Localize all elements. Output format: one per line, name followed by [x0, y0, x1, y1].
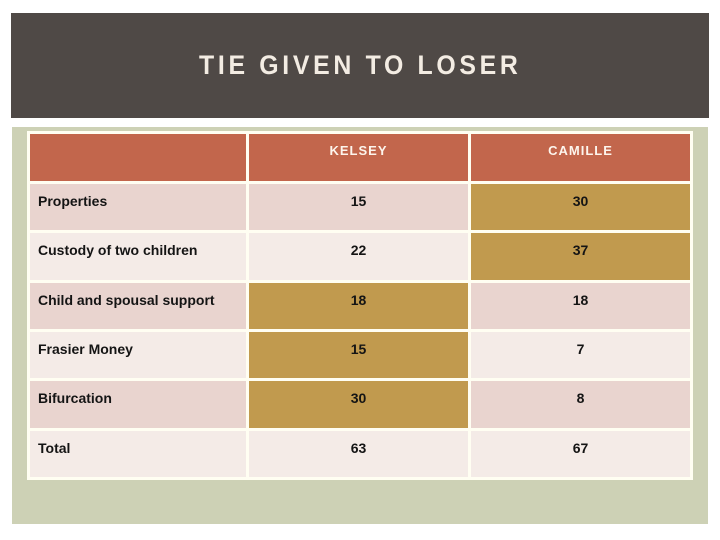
table-row: Child and spousal support 18 18: [30, 282, 690, 329]
corner-header-cell: [30, 134, 246, 181]
table-header-row: KELSEY CAMILLE: [30, 134, 690, 181]
kelsey-value-cell: 63: [249, 430, 468, 477]
row-label-frasier-money: Frasier Money: [30, 331, 246, 379]
table-row: Custody of two children 22 37: [30, 233, 690, 280]
scores-table: KELSEY CAMILLE Properties 15 30 Custody …: [27, 131, 693, 480]
row-label-total: Total: [30, 430, 246, 477]
camille-value-cell: 67: [471, 430, 690, 477]
table-row: Total 63 67: [30, 430, 690, 477]
table-row: Bifurcation 30 8: [30, 381, 690, 428]
slide-title-band: TIE GIVEN TO LOSER: [11, 13, 709, 118]
camille-value-cell: 37: [471, 233, 690, 280]
row-label-properties: Properties: [30, 184, 246, 231]
slide-title: TIE GIVEN TO LOSER: [198, 50, 522, 80]
kelsey-value-cell: 15: [249, 184, 468, 231]
camille-value-cell: 8: [471, 381, 690, 428]
kelsey-value-cell: 15: [249, 331, 468, 379]
camille-value-cell: 18: [471, 282, 690, 329]
slide-content-panel: KELSEY CAMILLE Properties 15 30 Custody …: [12, 127, 708, 524]
row-label-child-spousal-support: Child and spousal support: [30, 282, 246, 329]
row-label-bifurcation: Bifurcation: [30, 381, 246, 428]
table-row: Properties 15 30: [30, 184, 690, 231]
camille-value-cell: 7: [471, 331, 690, 379]
table-row: Frasier Money 15 7: [30, 331, 690, 379]
kelsey-value-cell: 30: [249, 381, 468, 428]
camille-value-cell: 30: [471, 184, 690, 231]
column-header-kelsey: KELSEY: [249, 134, 468, 181]
kelsey-value-cell: 18: [249, 282, 468, 329]
column-header-camille: CAMILLE: [471, 134, 690, 181]
row-label-custody: Custody of two children: [30, 233, 246, 280]
kelsey-value-cell: 22: [249, 233, 468, 280]
